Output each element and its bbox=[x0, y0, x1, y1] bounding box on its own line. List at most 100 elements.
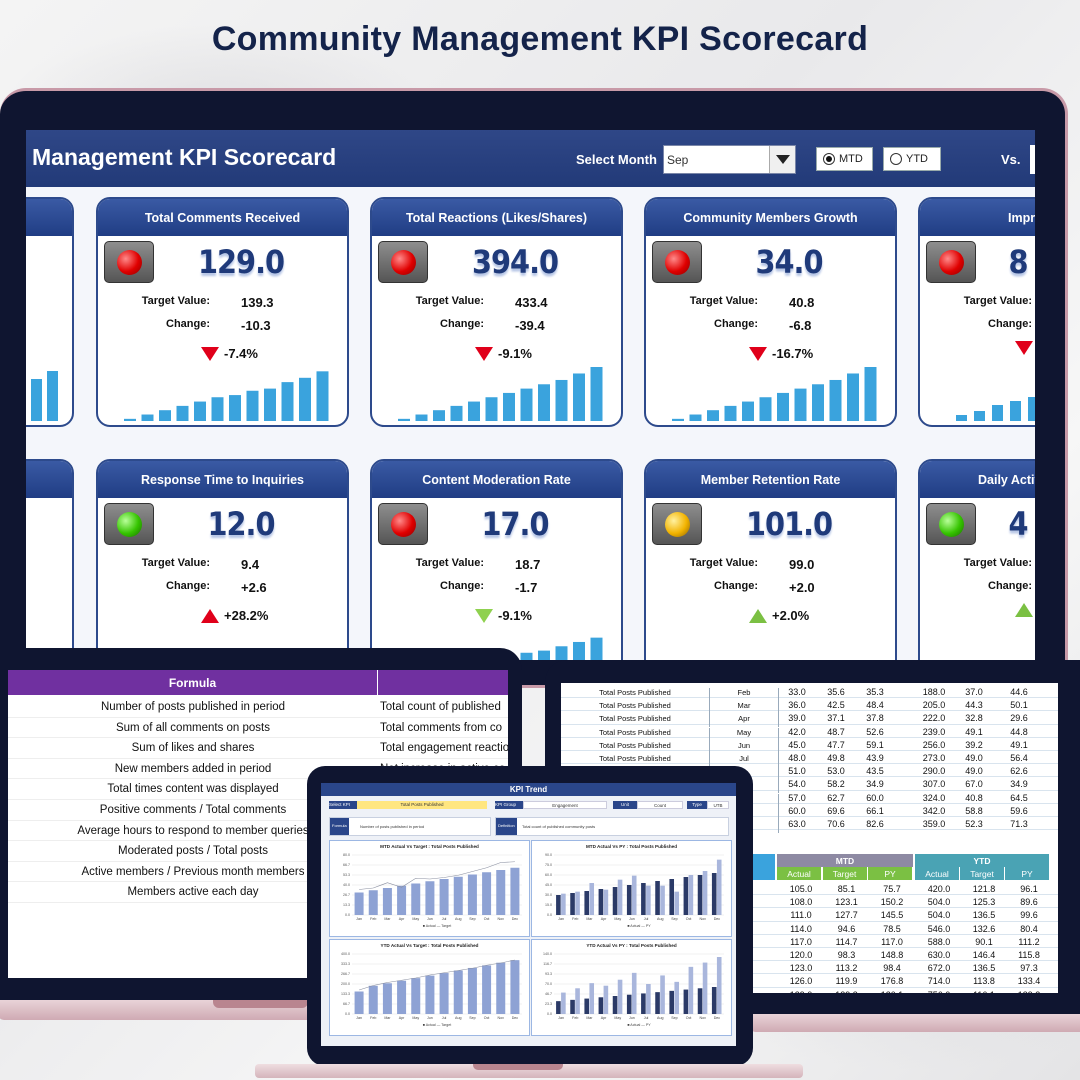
spark-bar bbox=[812, 384, 824, 421]
target-label: Target Value: bbox=[415, 557, 484, 569]
change-percent: -7.4% bbox=[224, 346, 258, 361]
value-cell: 111.0 bbox=[790, 910, 812, 921]
actual-bar bbox=[425, 881, 435, 915]
change-value: -39.4 bbox=[515, 318, 545, 333]
ytd-radio[interactable]: YTD bbox=[883, 147, 941, 171]
py-bar bbox=[631, 972, 637, 1014]
value-cell: 49.1 bbox=[965, 726, 983, 737]
value-cell: 52.3 bbox=[965, 819, 983, 829]
status-light bbox=[104, 503, 154, 545]
y-tick-label: 75.0 bbox=[545, 863, 552, 867]
change-value: -10.3 bbox=[241, 318, 271, 333]
value-cell: 113.8 bbox=[973, 976, 995, 987]
card-title: Daily Activ bbox=[920, 461, 1035, 498]
definition-value: Total count of published community posts bbox=[522, 824, 596, 829]
select-kpi-label: Select KPI bbox=[329, 801, 357, 809]
value-cell: 80.4 bbox=[1020, 923, 1038, 934]
kpi-trend-screen: KPI Trend Select KPI Total Posts Publish… bbox=[321, 783, 736, 1046]
mtd-radio[interactable]: MTD bbox=[816, 147, 873, 171]
table-row: 117.0 114.7 117.0 588.0 90.1 111.2 bbox=[561, 935, 1058, 948]
target-value: 99.0 bbox=[789, 557, 815, 572]
card-title: Member Retention Rate bbox=[646, 461, 895, 498]
definition-box: Definition Total count of published comm… bbox=[495, 817, 729, 836]
y-tick-label: 200.0 bbox=[341, 982, 350, 986]
formula-row: Average hours to respond to member queri… bbox=[8, 821, 508, 842]
value-cell: 58.8 bbox=[965, 805, 983, 816]
kpi-card-partial-right-1: Impr 8 Target Value: Change: bbox=[918, 197, 1035, 427]
kpi-cell: Total Posts Published bbox=[599, 740, 671, 750]
py-bar bbox=[561, 992, 566, 1014]
value-cell: 58.2 bbox=[827, 779, 845, 790]
kpi-cell: Total Posts Published bbox=[599, 701, 671, 711]
value-cell: 49.8 bbox=[827, 753, 845, 763]
y-tick-label: 116.7 bbox=[543, 962, 552, 966]
value-cell: 126.0 bbox=[789, 976, 813, 987]
y-tick-label: 333.3 bbox=[341, 962, 350, 966]
x-tick-label: May bbox=[412, 1016, 419, 1020]
actual-bar bbox=[598, 997, 604, 1014]
unit-label: Unit bbox=[613, 801, 637, 809]
ytd-group-header: YTD bbox=[915, 854, 1049, 867]
spark-bar bbox=[956, 415, 967, 421]
spark-bar bbox=[485, 397, 498, 421]
column-header: Target bbox=[822, 867, 867, 880]
value-cell: 205.0 bbox=[922, 700, 946, 711]
kpi-card: Member Retention Rate 101.0 Target Value: 9… bbox=[644, 459, 897, 660]
value-cell: 42.5 bbox=[827, 700, 845, 711]
spark-bar bbox=[689, 414, 702, 421]
spark-bar bbox=[450, 405, 463, 421]
value-cell: 672.0 bbox=[927, 963, 951, 974]
formula-row: Active members / Previous month members bbox=[8, 862, 508, 883]
actual-bar bbox=[382, 888, 392, 915]
y-tick-label: 26.7 bbox=[343, 893, 350, 897]
formula-value: Number of posts published in period bbox=[360, 824, 425, 829]
x-tick-label: Jun bbox=[427, 1016, 433, 1020]
x-tick-label: Oct bbox=[686, 917, 692, 921]
kpi-card-partial-left-2 bbox=[26, 459, 74, 660]
sparkline-chart bbox=[664, 627, 884, 660]
month-cell: Jun bbox=[709, 740, 779, 754]
value-cell: 273.0 bbox=[922, 753, 946, 763]
table-row: 111.0 127.7 145.5 504.0 136.5 99.6 bbox=[561, 908, 1058, 922]
month-cell: Feb bbox=[709, 688, 779, 701]
value-cell: 97.3 bbox=[1020, 963, 1038, 974]
spark-bar bbox=[974, 411, 985, 421]
target-value: 9.4 bbox=[241, 557, 260, 572]
value-cell: 359.0 bbox=[922, 819, 946, 829]
value-cell: 133.4 bbox=[1017, 976, 1041, 987]
change-label: Change: bbox=[440, 580, 484, 592]
value-cell: 630.0 bbox=[927, 950, 951, 960]
spark-bar bbox=[864, 367, 877, 421]
value-cell: 108.0 bbox=[789, 897, 813, 908]
value-cell: 60.0 bbox=[788, 805, 806, 816]
x-tick-label: Jun bbox=[629, 1016, 635, 1020]
vs-label: Vs. bbox=[1001, 152, 1021, 167]
value-cell: 239.0 bbox=[922, 726, 946, 737]
y-tick-label: 70.0 bbox=[545, 982, 552, 986]
actual-bar bbox=[683, 877, 689, 915]
formula-text: Average hours to respond to member queri… bbox=[77, 824, 309, 837]
actual-bar bbox=[556, 895, 561, 915]
change-label: Change: bbox=[988, 580, 1032, 592]
value-cell: 63.0 bbox=[788, 819, 806, 829]
formula-text: Positive comments / Total comments bbox=[99, 804, 287, 816]
select-kpi-dropdown[interactable]: Total Posts Published bbox=[357, 801, 487, 809]
chart-legend: ■ Actual — PY bbox=[627, 1023, 651, 1027]
y-tick-label: 0.0 bbox=[547, 913, 552, 917]
py-bar bbox=[702, 871, 708, 915]
vs-dropdown[interactable] bbox=[1030, 145, 1035, 174]
target-label: Target Value: bbox=[689, 557, 758, 569]
actual-bar bbox=[641, 993, 646, 1014]
formula-description: Total count of published bbox=[380, 701, 501, 713]
chevron-down-icon[interactable] bbox=[769, 146, 795, 173]
py-bar bbox=[631, 875, 637, 915]
spark-bar bbox=[573, 373, 585, 421]
x-tick-label: Apr bbox=[601, 917, 607, 921]
spark-bar bbox=[520, 388, 533, 421]
x-tick-label: Sep bbox=[671, 917, 677, 921]
value-cell: 176.8 bbox=[880, 976, 904, 987]
value-cell: 44.8 bbox=[1010, 726, 1028, 737]
month-cell: May bbox=[709, 727, 779, 741]
radio-checked-icon bbox=[823, 153, 835, 165]
month-dropdown[interactable]: Sep bbox=[663, 145, 796, 174]
